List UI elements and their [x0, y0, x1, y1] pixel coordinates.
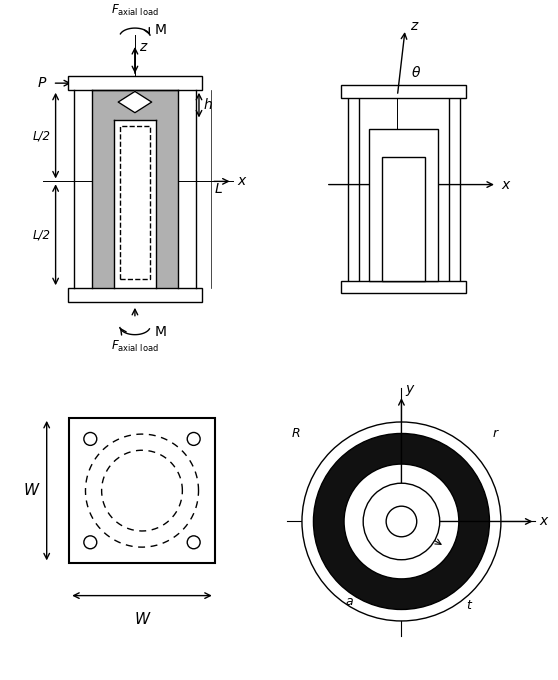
- Text: M: M: [155, 325, 167, 339]
- Bar: [114, 120, 156, 288]
- Circle shape: [84, 536, 97, 549]
- Text: x: x: [502, 177, 510, 192]
- Text: $F_{\rm axial\ load}$: $F_{\rm axial\ load}$: [111, 3, 159, 18]
- Text: R: R: [292, 427, 301, 440]
- Bar: [68, 288, 202, 302]
- Bar: [156, 90, 177, 288]
- Bar: [382, 156, 425, 281]
- Text: L/2: L/2: [33, 129, 51, 142]
- Text: x: x: [539, 515, 547, 528]
- Text: W: W: [134, 612, 150, 627]
- Circle shape: [386, 506, 417, 537]
- Text: t: t: [466, 599, 471, 612]
- Bar: [119, 126, 150, 279]
- Text: M: M: [155, 23, 167, 37]
- Text: L: L: [214, 182, 222, 196]
- Text: $F_{\rm axial\ load}$: $F_{\rm axial\ load}$: [111, 339, 159, 354]
- Text: P: P: [38, 76, 46, 90]
- Text: L/2: L/2: [33, 228, 51, 241]
- Circle shape: [84, 432, 97, 445]
- Bar: [92, 90, 114, 288]
- Circle shape: [302, 422, 501, 621]
- Text: $\theta$: $\theta$: [411, 65, 422, 80]
- Circle shape: [344, 464, 459, 579]
- Text: h: h: [204, 98, 212, 112]
- Bar: [369, 129, 438, 281]
- Text: r: r: [493, 427, 498, 440]
- Text: a: a: [411, 541, 418, 554]
- Polygon shape: [118, 91, 152, 113]
- Bar: [341, 281, 466, 293]
- Text: z: z: [410, 19, 417, 33]
- Circle shape: [363, 483, 440, 560]
- Bar: [341, 85, 466, 97]
- Bar: [92, 90, 177, 120]
- Bar: [68, 76, 202, 90]
- Text: x: x: [237, 174, 246, 188]
- Text: z: z: [138, 40, 146, 54]
- Text: W: W: [23, 483, 39, 498]
- Circle shape: [187, 432, 200, 445]
- Bar: [69, 418, 215, 563]
- Text: y: y: [405, 382, 413, 396]
- Circle shape: [314, 433, 489, 609]
- Circle shape: [187, 536, 200, 549]
- Text: a: a: [346, 595, 354, 609]
